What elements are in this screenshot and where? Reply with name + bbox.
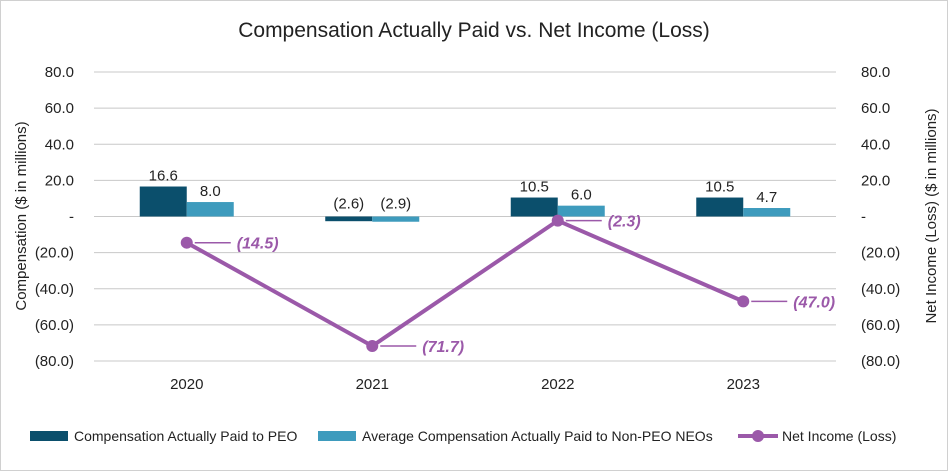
bar-data-label: 6.0 xyxy=(571,187,592,204)
legend-label: Net Income (Loss) xyxy=(782,428,896,444)
bar-data-label: 8.0 xyxy=(200,183,221,200)
bar-data-label: 4.7 xyxy=(756,189,777,206)
x-tick-label: 2021 xyxy=(356,376,389,393)
bar xyxy=(557,205,605,217)
bar-series xyxy=(139,186,791,222)
line-data-label: (47.0) xyxy=(793,294,835,311)
y-tick-label-right: 20.0 xyxy=(861,172,890,189)
legend-label: Compensation Actually Paid to PEO xyxy=(74,428,297,444)
y-tick-label-left: 40.0 xyxy=(45,136,74,153)
chart-title: Compensation Actually Paid vs. Net Incom… xyxy=(238,19,710,42)
bar xyxy=(696,197,744,217)
line-point xyxy=(366,340,379,353)
bar xyxy=(372,216,420,222)
x-tick-label: 2023 xyxy=(727,376,760,393)
legend-swatch xyxy=(30,431,68,441)
line-data-label: (2.3) xyxy=(608,214,641,231)
line-data-label: (71.7) xyxy=(422,339,464,356)
legend: Compensation Actually Paid to PEO Average… xyxy=(30,428,896,444)
x-tick-label: 2020 xyxy=(170,376,203,393)
bar xyxy=(186,202,234,217)
y-axis-left-ticks: 80.0 60.0 40.0 20.0 - (20.0) (40.0) (60.0) (80.0… xyxy=(35,64,74,370)
line-data-label: (14.5) xyxy=(237,236,279,253)
line-series: (14.5) (71.7) (2.3) (47.0) xyxy=(180,214,835,356)
bar xyxy=(139,186,187,217)
bar-data-label: 16.6 xyxy=(149,168,178,185)
y-tick-label-left: (20.0) xyxy=(35,245,74,262)
y-tick-label-left: 60.0 xyxy=(45,100,74,117)
y-tick-label-right: 40.0 xyxy=(861,136,890,153)
bar xyxy=(743,208,791,217)
y-tick-label-left: (80.0) xyxy=(35,353,74,370)
y-tick-label-right: 80.0 xyxy=(861,64,890,81)
legend-marker xyxy=(752,430,764,442)
y-tick-label-right: - xyxy=(861,209,866,226)
bar xyxy=(510,197,558,217)
y-tick-label-left: 20.0 xyxy=(45,172,74,189)
x-tick-label: 2022 xyxy=(541,376,574,393)
line-point xyxy=(180,236,193,249)
y-axis-right-ticks: 80.0 60.0 40.0 20.0 - (20.0) (40.0) (60.0) (80.0… xyxy=(861,64,900,370)
legend-label: Average Compensation Actually Paid to No… xyxy=(362,428,713,444)
y-tick-label-right: (20.0) xyxy=(861,245,900,262)
y-tick-label-left: 80.0 xyxy=(45,64,74,81)
line-point xyxy=(551,214,564,227)
y-tick-label-left: (60.0) xyxy=(35,317,74,334)
net-income-line xyxy=(185,218,745,349)
y-tick-label-right: 60.0 xyxy=(861,100,890,117)
bar xyxy=(325,216,373,222)
y-tick-label-right: (60.0) xyxy=(861,317,900,334)
bar-data-label: (2.9) xyxy=(380,196,411,213)
line-point xyxy=(737,295,750,308)
y-axis-left-label: Compensation ($ in millions) xyxy=(13,121,30,310)
bar-data-labels: 16.6 (2.6) 10.5 10.5 8.0 (2.9) 6.0 4.7 xyxy=(149,168,778,213)
y-tick-label-right: (40.0) xyxy=(861,281,900,298)
y-axis-right-label: Net Income (Loss) ($ in millions) xyxy=(923,108,940,323)
bar-data-label: (2.6) xyxy=(333,196,364,213)
bar-data-label: 10.5 xyxy=(520,179,549,196)
y-tick-label-right: (80.0) xyxy=(861,353,900,370)
y-tick-label-left: - xyxy=(69,209,74,226)
bar-data-label: 10.5 xyxy=(705,179,734,196)
legend-swatch xyxy=(318,431,356,441)
x-axis-ticks: 2020 2021 2022 2023 xyxy=(170,376,760,393)
y-tick-label-left: (40.0) xyxy=(35,281,74,298)
